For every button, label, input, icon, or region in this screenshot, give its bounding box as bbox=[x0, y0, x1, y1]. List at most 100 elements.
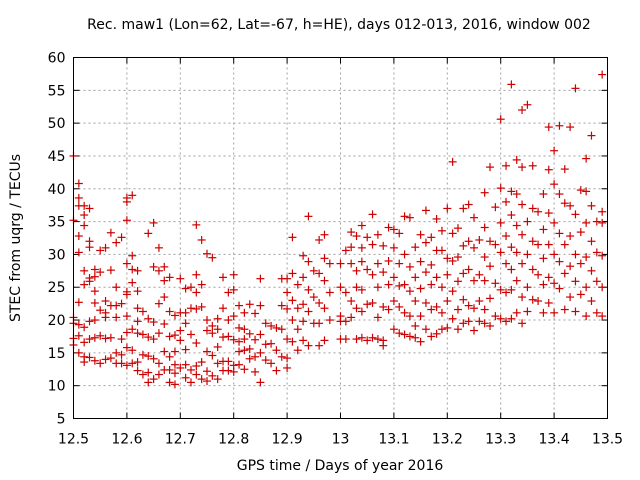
data-point bbox=[368, 298, 377, 307]
data-point bbox=[203, 316, 211, 325]
data-point bbox=[544, 240, 553, 249]
data-point bbox=[368, 210, 377, 219]
data-point bbox=[122, 328, 131, 337]
data-point bbox=[347, 313, 356, 322]
data-point bbox=[453, 253, 462, 262]
data-point bbox=[427, 280, 436, 289]
data-point bbox=[283, 304, 292, 313]
data-point bbox=[144, 229, 153, 238]
data-point bbox=[486, 237, 495, 246]
data-point bbox=[128, 191, 137, 200]
y-axis-label: STEC from uqrg / TECUs bbox=[8, 154, 24, 322]
data-point bbox=[256, 301, 265, 310]
data-point bbox=[486, 163, 495, 172]
data-point bbox=[571, 277, 580, 286]
data-point bbox=[128, 251, 137, 260]
data-point bbox=[235, 347, 244, 356]
data-point bbox=[154, 266, 163, 275]
data-point bbox=[347, 243, 356, 252]
data-point bbox=[299, 251, 308, 260]
data-point bbox=[192, 361, 201, 370]
data-point bbox=[213, 342, 222, 351]
data-point bbox=[251, 367, 260, 376]
data-point bbox=[384, 223, 393, 232]
data-point bbox=[117, 299, 126, 308]
y-tick-label: 60 bbox=[48, 51, 66, 67]
data-point bbox=[96, 246, 105, 255]
data-point bbox=[251, 335, 260, 344]
x-tick-label: 12.9 bbox=[272, 432, 303, 448]
data-point bbox=[101, 355, 110, 364]
data-point bbox=[400, 330, 409, 339]
data-point bbox=[133, 304, 142, 313]
data-point bbox=[389, 297, 398, 306]
data-point bbox=[587, 201, 596, 210]
data-point bbox=[582, 218, 591, 227]
data-point bbox=[443, 254, 452, 263]
data-point bbox=[283, 354, 292, 363]
data-point bbox=[544, 209, 553, 218]
data-point bbox=[288, 296, 297, 305]
y-tick-label: 40 bbox=[48, 182, 66, 198]
data-point bbox=[149, 218, 158, 227]
data-point bbox=[213, 325, 222, 334]
data-point bbox=[512, 155, 521, 164]
data-point bbox=[373, 335, 382, 344]
data-point bbox=[240, 325, 249, 334]
data-point bbox=[235, 360, 244, 369]
data-point bbox=[106, 228, 115, 237]
data-point bbox=[363, 265, 372, 274]
data-point bbox=[315, 298, 324, 307]
data-point bbox=[534, 270, 543, 279]
data-point bbox=[293, 325, 302, 334]
data-point bbox=[560, 199, 569, 208]
data-point bbox=[122, 259, 131, 268]
data-point bbox=[576, 186, 585, 195]
data-point bbox=[534, 240, 543, 249]
data-point bbox=[352, 304, 361, 313]
data-point bbox=[512, 221, 521, 230]
data-point bbox=[400, 212, 409, 221]
data-point bbox=[507, 211, 516, 220]
data-point bbox=[165, 307, 174, 316]
data-point bbox=[560, 165, 569, 174]
data-point bbox=[491, 279, 500, 288]
data-point bbox=[106, 354, 115, 363]
data-point bbox=[528, 295, 537, 304]
data-point bbox=[421, 268, 430, 277]
data-point bbox=[219, 273, 228, 282]
data-point bbox=[518, 259, 527, 268]
data-point bbox=[165, 365, 174, 374]
data-point bbox=[560, 305, 569, 314]
data-point bbox=[283, 288, 292, 297]
data-point bbox=[192, 304, 201, 313]
data-point bbox=[288, 316, 297, 325]
data-point bbox=[283, 363, 292, 372]
data-point bbox=[555, 190, 564, 199]
data-point bbox=[85, 335, 94, 344]
data-point bbox=[74, 331, 83, 340]
data-point bbox=[587, 297, 596, 306]
data-point bbox=[491, 203, 500, 212]
data-point bbox=[352, 266, 361, 275]
data-point bbox=[261, 319, 270, 328]
data-point bbox=[144, 352, 153, 361]
data-point bbox=[416, 257, 425, 266]
data-point bbox=[165, 273, 174, 282]
data-point bbox=[315, 269, 324, 278]
data-point bbox=[491, 240, 500, 249]
data-point bbox=[149, 354, 158, 363]
data-point bbox=[341, 288, 350, 297]
data-point bbox=[133, 358, 142, 367]
data-point bbox=[219, 333, 228, 342]
data-point bbox=[149, 262, 158, 271]
data-point bbox=[368, 240, 377, 249]
data-point bbox=[502, 288, 511, 297]
data-point bbox=[566, 262, 575, 271]
data-point bbox=[486, 294, 495, 303]
data-point bbox=[491, 312, 500, 321]
data-point bbox=[539, 225, 548, 234]
data-point bbox=[352, 283, 361, 292]
data-point bbox=[203, 347, 211, 356]
data-point bbox=[138, 350, 147, 359]
